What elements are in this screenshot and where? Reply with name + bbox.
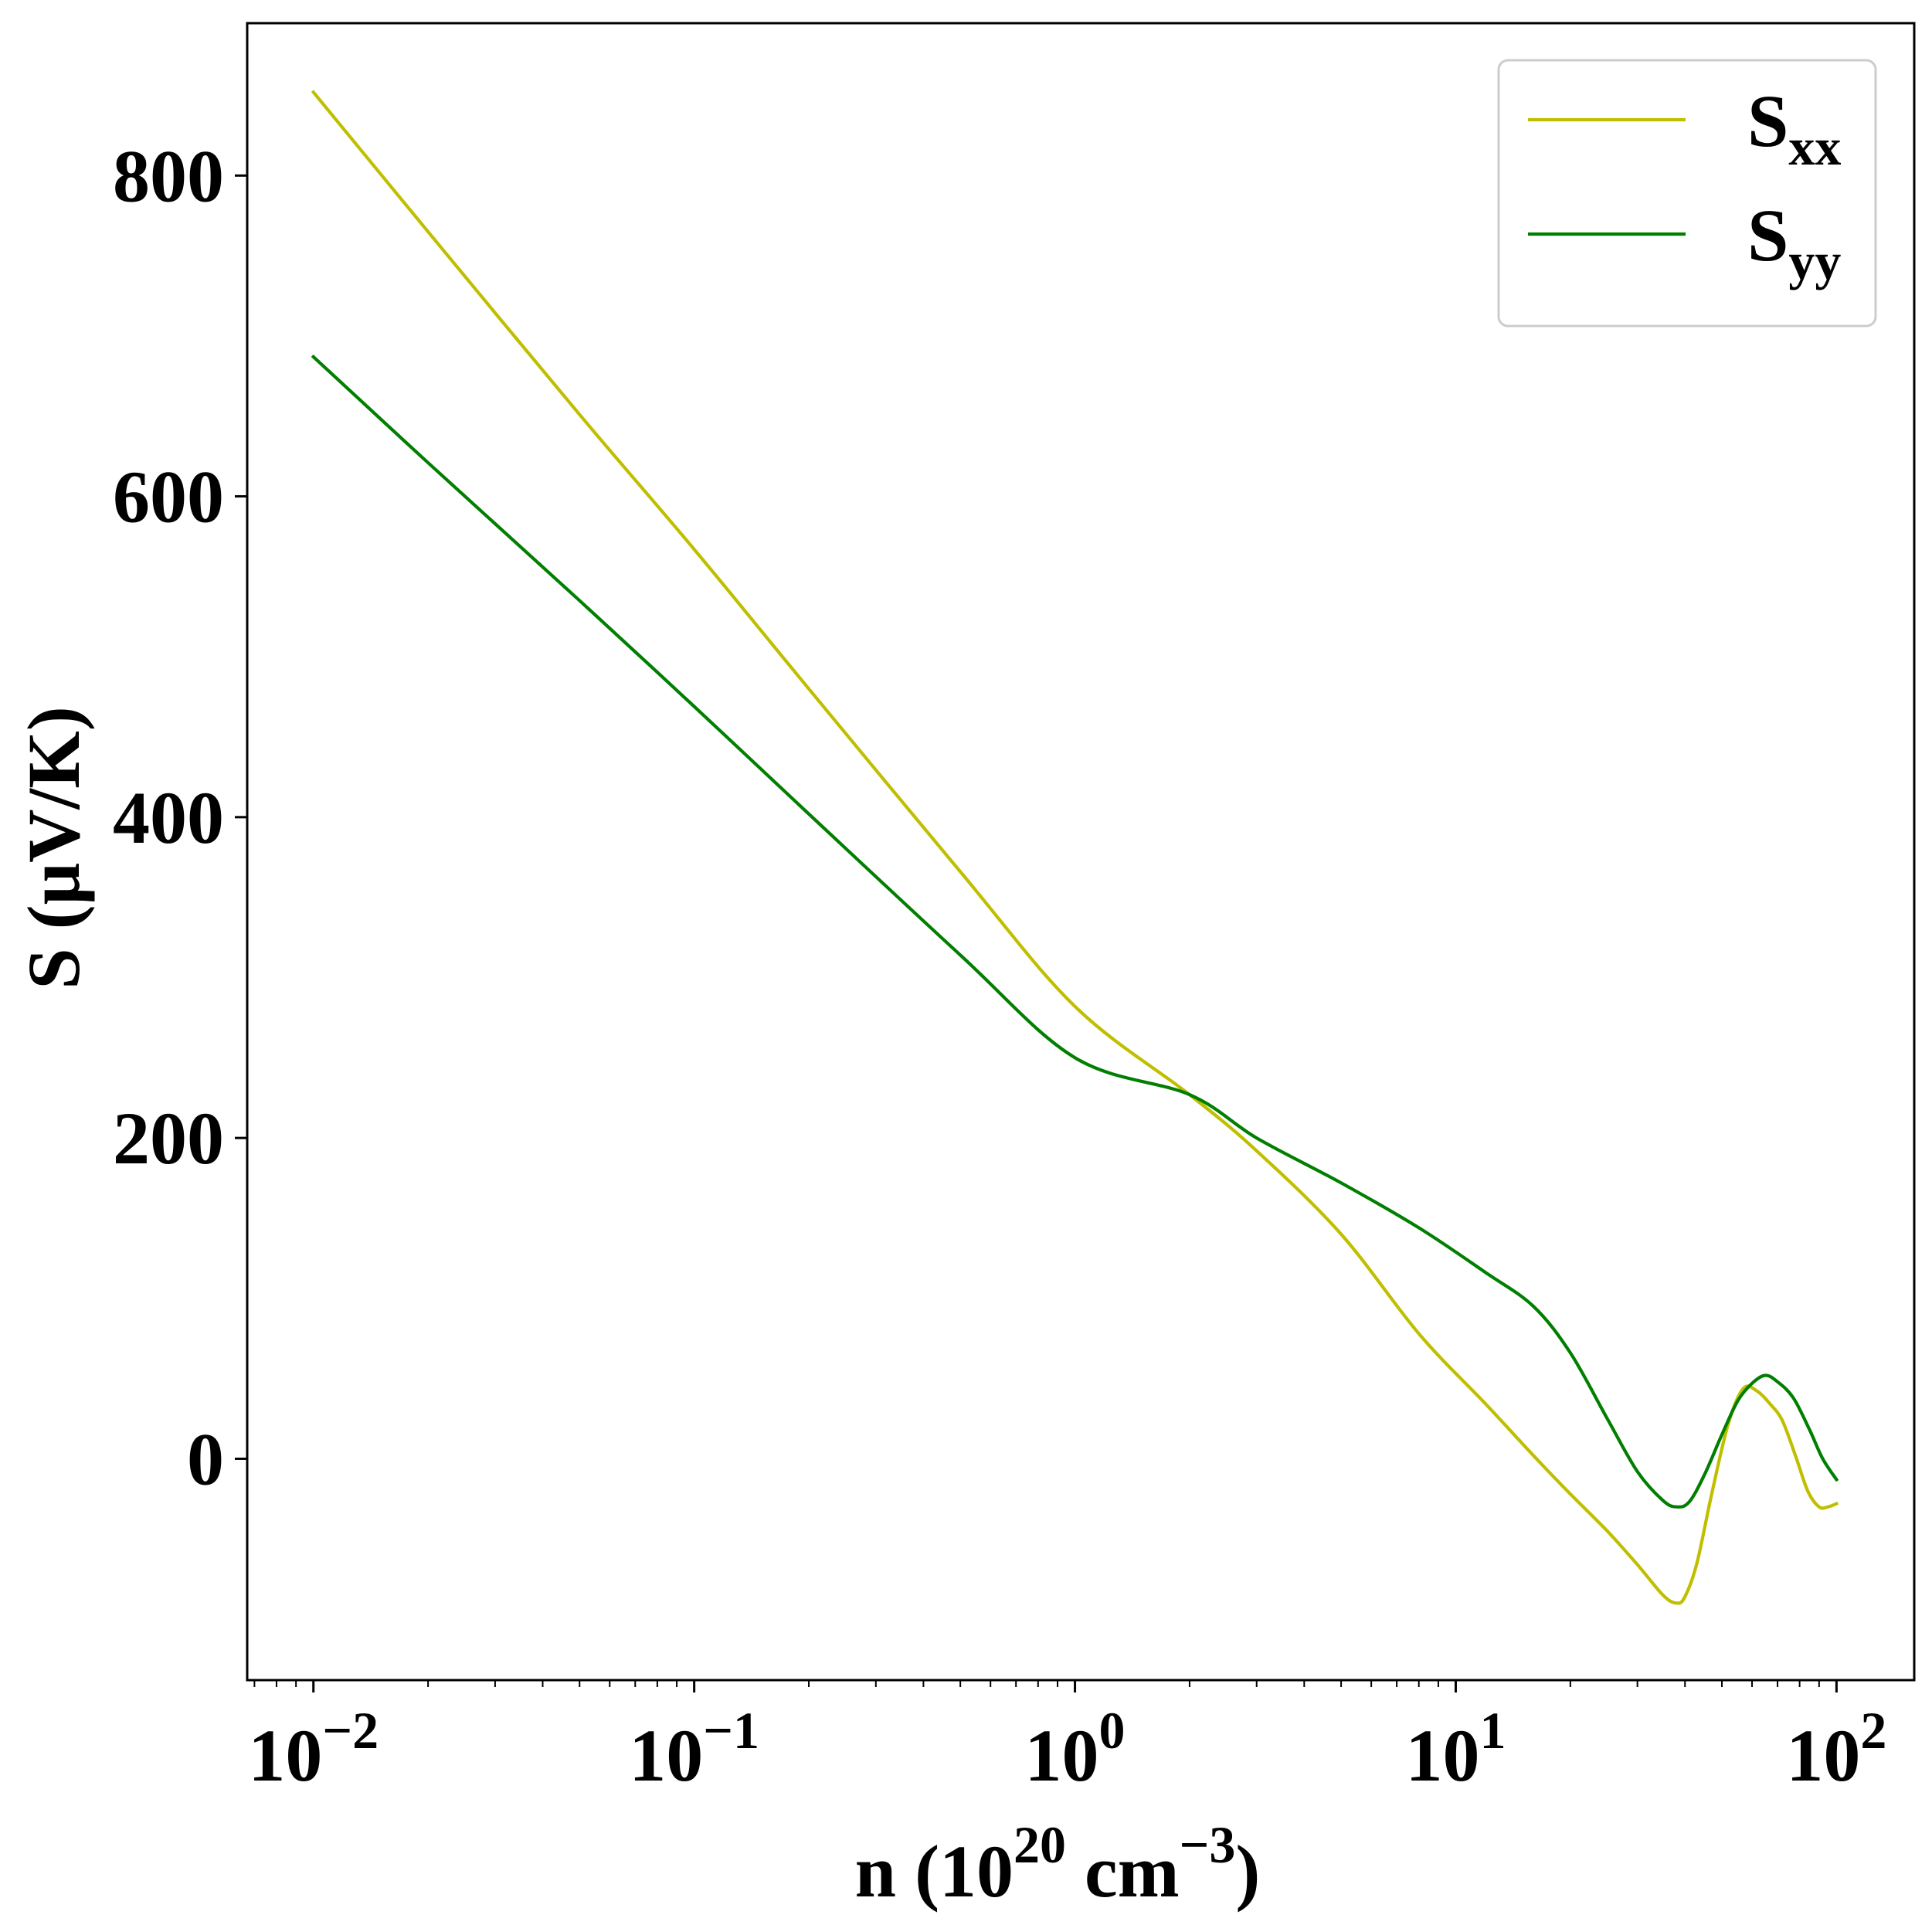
x-tick-label: 10−2: [248, 1701, 379, 1797]
data-layer: [311, 90, 1839, 1605]
y-tick-label: 400: [113, 776, 224, 859]
legend-box: [1497, 59, 1877, 328]
y-tick-label: 0: [187, 1417, 224, 1500]
x-axis-title: n (1020 cm−3): [855, 1815, 1261, 1913]
y-tick-label: 200: [113, 1097, 224, 1180]
y-axis-title: S (μV/K): [12, 706, 95, 989]
x-tick-label: 101: [1405, 1701, 1506, 1797]
x-tick-label: 10−1: [629, 1701, 759, 1797]
plot-frame: [246, 22, 1916, 1682]
y-tick-label: 600: [113, 456, 224, 538]
series-line-yy: [311, 354, 1839, 1509]
series-line-xx: [311, 90, 1839, 1605]
axes-layer: [235, 22, 1916, 1692]
y-tick-label: 800: [113, 134, 224, 217]
x-tick-label: 100: [1025, 1701, 1126, 1797]
legend-label-xx: Sxx: [1747, 80, 1841, 176]
x-tick-label: 102: [1786, 1701, 1886, 1797]
text-layer: 0 200 400 600 800 10−2 10−1 100 101 102 n (1020 cm…: [12, 134, 1886, 1913]
legend-label-yy: Syy: [1747, 194, 1841, 290]
legend: Sxx Syy: [1497, 59, 1877, 328]
